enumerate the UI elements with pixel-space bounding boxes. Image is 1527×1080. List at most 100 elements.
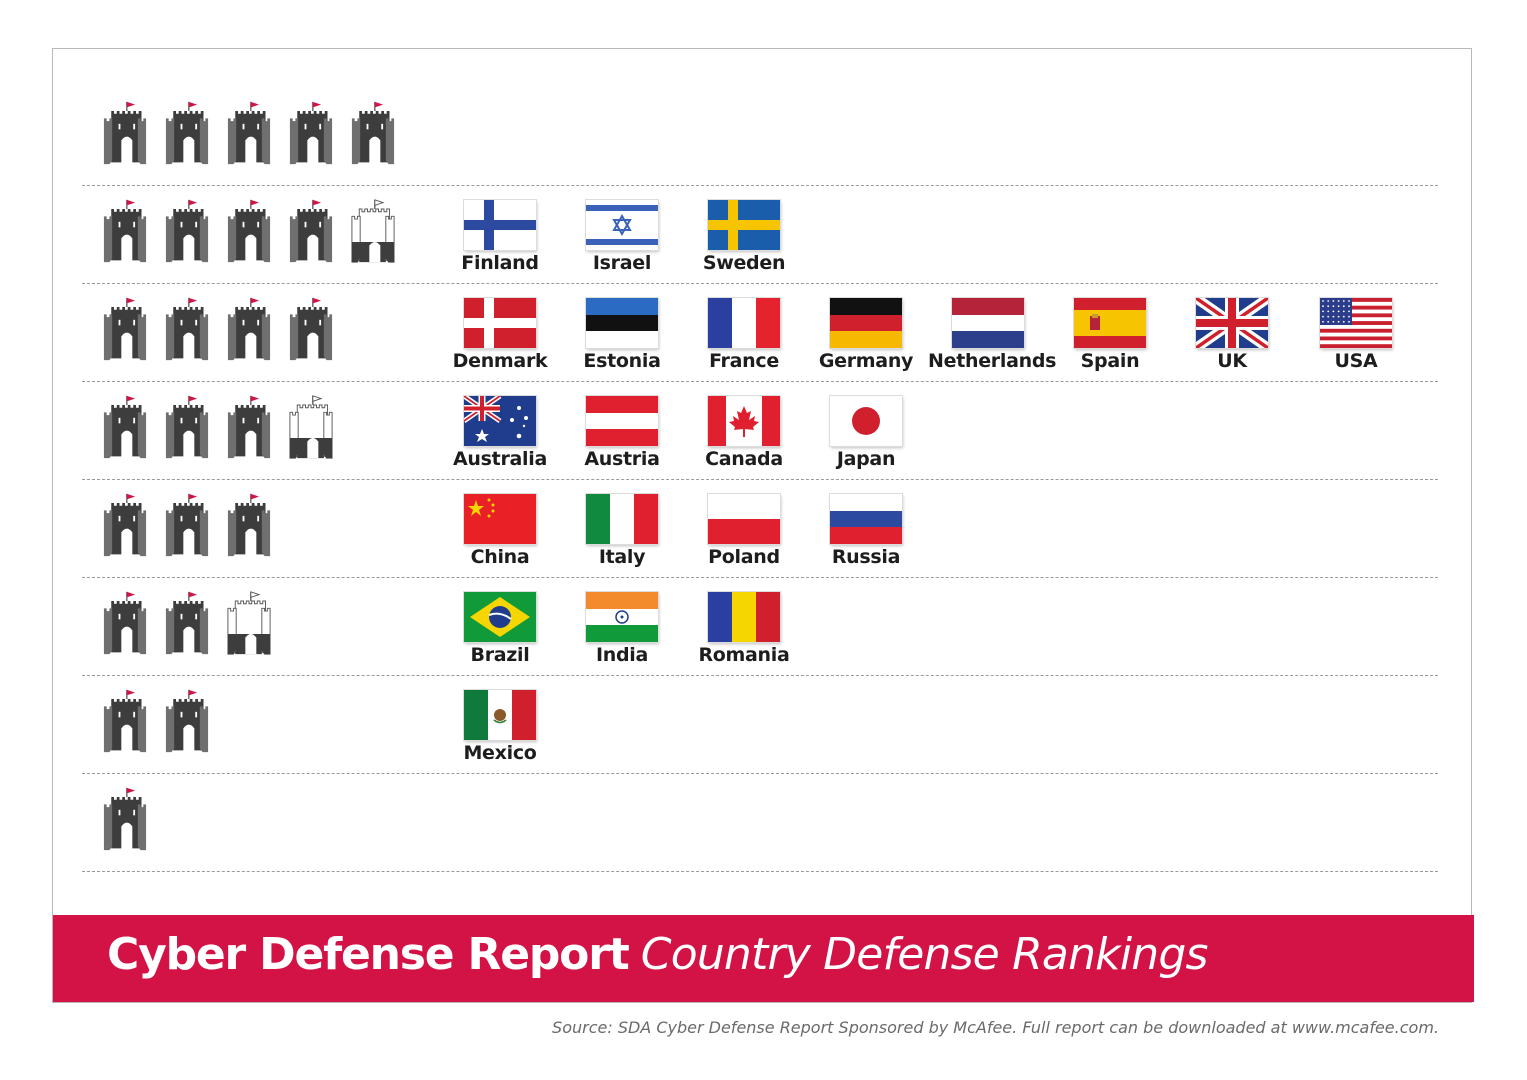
country-name: Russia	[831, 546, 901, 568]
austria-flag	[586, 396, 658, 446]
finland-flag	[464, 200, 536, 250]
country-entry: Spain	[1050, 298, 1170, 378]
castle-icon	[284, 100, 338, 166]
israel-flag	[586, 200, 658, 250]
row-separator	[82, 479, 1438, 480]
poland-flag	[708, 494, 780, 544]
rating-row: Finland Israel Sweden	[0, 184, 1527, 282]
country-name: Denmark	[452, 350, 548, 372]
castle-icon	[284, 198, 338, 264]
country-entry: USA	[1296, 298, 1416, 378]
row-separator	[82, 871, 1438, 872]
source-note: Source: SDA Cyber Defense Report Sponsor…	[552, 1018, 1439, 1037]
rating-row: Brazil India Romania	[0, 576, 1527, 674]
country-entry: Japan	[806, 396, 926, 476]
country-name: Spain	[1080, 350, 1140, 372]
castle-icon	[160, 590, 214, 656]
country-name: USA	[1334, 350, 1378, 372]
italy-flag	[586, 494, 658, 544]
country-entry: Russia	[806, 494, 926, 574]
germany-flag	[830, 298, 902, 348]
country-entry: China	[440, 494, 560, 574]
country-name: Austria	[584, 448, 660, 470]
castle-icon	[160, 198, 214, 264]
castle-icon	[98, 100, 152, 166]
chart-subtitle: Country Defense Rankings	[640, 929, 1209, 980]
romania-flag	[708, 592, 780, 642]
country-name: Mexico	[463, 742, 537, 764]
country-entry: Mexico	[440, 690, 560, 770]
denmark-flag	[464, 298, 536, 348]
half-castle-icon	[346, 198, 400, 264]
castle-icon	[98, 394, 152, 460]
row-separator	[82, 185, 1438, 186]
country-name: China	[470, 546, 530, 568]
country-name: Netherlands	[928, 350, 1057, 372]
rating-row	[0, 86, 1527, 184]
country-name: Canada	[705, 448, 783, 470]
castle-icon	[98, 688, 152, 754]
country-name: Israel	[592, 252, 652, 274]
country-entry: Israel	[562, 200, 682, 280]
country-entry: Canada	[684, 396, 804, 476]
country-entry: Australia	[440, 396, 560, 476]
castle-icon	[98, 296, 152, 362]
castle-icon	[160, 492, 214, 558]
country-name: Italy	[598, 546, 646, 568]
rating-row	[0, 772, 1527, 870]
rating-row: China Italy Poland Russia	[0, 478, 1527, 576]
row-separator	[82, 381, 1438, 382]
country-name: Australia	[453, 448, 547, 470]
castle-icon	[222, 394, 276, 460]
castle-icon	[346, 100, 400, 166]
country-entry: Austria	[562, 396, 682, 476]
sweden-flag	[708, 200, 780, 250]
country-name: India	[595, 644, 649, 666]
country-entry: India	[562, 592, 682, 672]
country-entry: Italy	[562, 494, 682, 574]
estonia-flag	[586, 298, 658, 348]
uk-flag	[1196, 298, 1268, 348]
country-entry: Finland	[440, 200, 560, 280]
brazil-flag	[464, 592, 536, 642]
castle-icon	[284, 296, 338, 362]
spain-flag	[1074, 298, 1146, 348]
country-name: Estonia	[583, 350, 661, 372]
country-name: UK	[1217, 350, 1247, 372]
chart-title: Cyber Defense Report	[107, 929, 630, 980]
castle-icon	[160, 688, 214, 754]
country-entry: Brazil	[440, 592, 560, 672]
usa-flag	[1320, 298, 1392, 348]
row-separator	[82, 675, 1438, 676]
country-entry: Poland	[684, 494, 804, 574]
row-separator	[82, 773, 1438, 774]
country-name: Finland	[461, 252, 539, 274]
country-entry: Romania	[684, 592, 804, 672]
russia-flag	[830, 494, 902, 544]
castle-icon	[160, 296, 214, 362]
half-castle-icon	[222, 590, 276, 656]
country-entry: Germany	[806, 298, 926, 378]
france-flag	[708, 298, 780, 348]
rating-row: Denmark Estonia France Germany Netherlands Sp…	[0, 282, 1527, 380]
country-name: Germany	[818, 350, 914, 372]
country-entry: France	[684, 298, 804, 378]
castle-icon	[222, 198, 276, 264]
castle-icon	[222, 296, 276, 362]
canada-flag	[708, 396, 780, 446]
castle-icon	[98, 590, 152, 656]
country-name: Brazil	[470, 644, 530, 666]
country-name: France	[709, 350, 779, 372]
castle-icon	[160, 100, 214, 166]
china-flag	[464, 494, 536, 544]
country-name: Japan	[836, 448, 896, 470]
country-entry: UK	[1172, 298, 1292, 378]
country-entry: Netherlands	[928, 298, 1057, 378]
country-name: Poland	[708, 546, 780, 568]
country-name: Romania	[698, 644, 790, 666]
country-entry: Estonia	[562, 298, 682, 378]
banner-title: Cyber Defense Report Country Defense Ran…	[107, 929, 1208, 980]
country-name: Sweden	[702, 252, 786, 274]
row-separator	[82, 577, 1438, 578]
row-separator	[82, 283, 1438, 284]
